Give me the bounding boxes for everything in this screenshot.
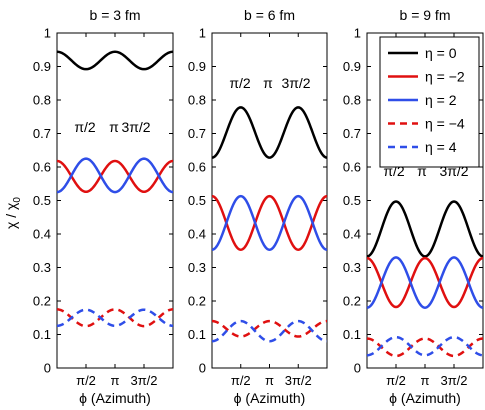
y-tick-label: 0.9 xyxy=(33,59,51,74)
y-tick-label: 0.5 xyxy=(343,193,361,208)
series-line-eta2 xyxy=(56,157,174,194)
y-tick-label: 0.6 xyxy=(33,160,51,175)
y-tick-label: 0.4 xyxy=(188,227,206,242)
x-axis-title: ϕ (Azimuth) xyxy=(234,390,306,406)
panel-2: 0 0.1 0.2 0.3 0.4 0.5 0.6 0.7 0.8 0.9 1 π/2 π 3π/2 b =… xyxy=(188,7,328,406)
y-tick-label: 0.3 xyxy=(188,260,206,275)
series-line-etam2 xyxy=(366,256,484,309)
y-tick-label: 0 xyxy=(44,361,51,376)
series-line-etam4 xyxy=(366,337,484,358)
x-tick-label: 3π/2 xyxy=(440,373,467,388)
series-line-eta4 xyxy=(366,335,484,357)
y-tick-label: 0.5 xyxy=(33,193,51,208)
y-axis-title: χ / χ0 xyxy=(3,197,23,229)
y-tick-label: 0.7 xyxy=(343,126,361,141)
panels: 00.10.20.30.40.50.60.70.80.91π/2 π 3π/2b =… xyxy=(33,7,484,406)
y-tick-label: 0.9 xyxy=(343,59,361,74)
series-line-eta4 xyxy=(211,319,328,343)
y-tick-label: 0.8 xyxy=(343,93,361,108)
series-line-etam2 xyxy=(211,194,328,252)
legend-label: η = 0 xyxy=(425,45,457,61)
y-tick-label: 0 xyxy=(354,361,361,376)
y-tick-label: 0.4 xyxy=(343,227,361,242)
y-tick-label: 0.6 xyxy=(188,160,206,175)
panel-title: b = 9 fm xyxy=(400,7,451,23)
y-tick-label: 0.2 xyxy=(188,294,206,309)
y-tick-label: 1 xyxy=(354,26,361,41)
series-line-eta4 xyxy=(56,308,174,328)
x-tick-label: 3π/2 xyxy=(285,373,312,388)
series-line-eta0 xyxy=(56,50,174,71)
panel-frame xyxy=(211,32,328,369)
panel-title: b = 6 fm xyxy=(244,7,295,23)
x-axis-title: ϕ (Azimuth) xyxy=(389,390,461,406)
inner-annotation: π/2 xyxy=(229,75,251,91)
y-tick-label: 0.1 xyxy=(188,327,206,342)
y-tick-label: 0.2 xyxy=(33,294,51,309)
y-tick-label: 1 xyxy=(44,26,51,41)
inner-annotation: 3π/2 xyxy=(281,75,310,91)
x-tick-label: π/2 xyxy=(386,373,406,388)
inner-annotation: π xyxy=(417,163,427,179)
y-tick-label: 0.8 xyxy=(33,93,51,108)
panel-frame xyxy=(56,32,174,369)
series-line-etam4 xyxy=(211,319,328,338)
y-axis-title-main: χ / χ xyxy=(3,202,19,229)
y-tick-label: 0.5 xyxy=(188,193,206,208)
y-tick-label: 0.7 xyxy=(188,126,206,141)
legend-label: η = −4 xyxy=(425,116,465,132)
series-line-eta2 xyxy=(211,194,328,252)
legend-box xyxy=(379,36,480,168)
legend: η = 0 η = −2 η = 2 η = −4 η = 4 xyxy=(379,36,480,168)
y-tick-label: 0.7 xyxy=(33,126,51,141)
series-line-etam2 xyxy=(56,159,174,194)
y-tick-label: 0.6 xyxy=(343,160,361,175)
inner-annotation: 3π/2 xyxy=(121,119,150,135)
y-axis-title-sub: 0 xyxy=(12,197,23,203)
y-tick-label: 0 xyxy=(199,361,206,376)
y-tick-label: 0.3 xyxy=(343,260,361,275)
inner-annotation: π xyxy=(263,75,273,91)
series-line-etam4 xyxy=(56,308,174,328)
y-tick-label: 0.2 xyxy=(343,294,361,309)
y-tick-label: 1 xyxy=(199,26,206,41)
panel-1: 00.10.20.30.40.50.60.70.80.91π/2 π 3π/2b =… xyxy=(33,7,174,406)
y-tick-label: 0.8 xyxy=(188,93,206,108)
y-tick-label: 0.4 xyxy=(33,227,51,242)
y-tick-label: 0.1 xyxy=(343,327,361,342)
series-line-eta0 xyxy=(211,106,328,159)
x-axis-title: ϕ (Azimuth) xyxy=(79,390,151,406)
series-line-eta2 xyxy=(366,256,484,309)
y-tick-label: 0.9 xyxy=(188,59,206,74)
panel-title: b = 3 fm xyxy=(90,7,141,23)
y-tick-label: 0.1 xyxy=(33,327,51,342)
legend-label: η = 4 xyxy=(425,139,457,155)
x-tick-label: 3π/2 xyxy=(130,373,157,388)
x-tick-label: π xyxy=(111,373,120,388)
svg-text:χ / χ0: χ / χ0 xyxy=(3,197,23,229)
y-tick-label: 0.3 xyxy=(33,260,51,275)
x-tick-label: π xyxy=(421,373,430,388)
inner-annotation: π xyxy=(109,119,119,135)
x-tick-label: π/2 xyxy=(231,373,251,388)
inner-annotation: π/2 xyxy=(74,119,96,135)
legend-label: η = −2 xyxy=(425,69,465,85)
legend-label: η = 2 xyxy=(425,92,457,108)
series-line-eta0 xyxy=(366,200,484,258)
x-tick-label: π/2 xyxy=(76,373,96,388)
x-tick-label: π xyxy=(265,373,274,388)
